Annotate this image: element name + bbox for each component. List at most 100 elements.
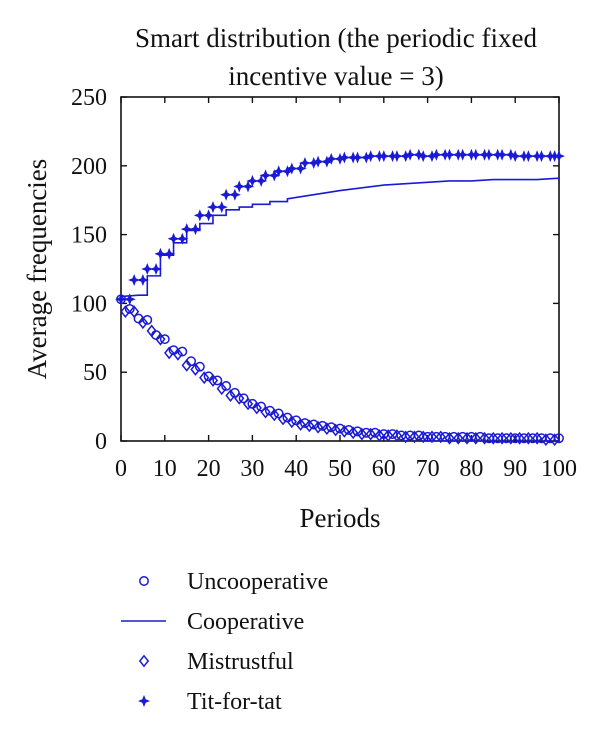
data-point-mistrustful	[286, 415, 297, 429]
data-point-mistrustful	[164, 346, 175, 360]
data-point-tit-for-tat	[456, 148, 469, 161]
data-point-tit-for-tat	[193, 209, 206, 222]
data-point-mistrustful	[190, 363, 201, 376]
data-point-mistrustful	[514, 431, 525, 445]
data-point-mistrustful	[242, 397, 254, 411]
data-point-mistrustful	[418, 430, 429, 444]
data-point-tit-for-tat	[522, 150, 535, 163]
data-point-mistrustful	[356, 427, 368, 441]
data-point-mistrustful	[260, 405, 271, 419]
data-point-tit-for-tat	[114, 293, 128, 306]
data-point-mistrustful	[400, 430, 411, 444]
data-point-tit-for-tat	[228, 188, 241, 201]
legend-swatch-tit-for-tat	[137, 694, 151, 708]
data-point-mistrustful	[225, 389, 236, 402]
data-point-mistrustful	[137, 316, 149, 330]
y-tick-label: 50	[83, 360, 107, 386]
data-point-mistrustful	[488, 431, 499, 445]
x-tick-label: 70	[416, 456, 440, 482]
data-point-tit-for-tat	[535, 150, 548, 163]
data-point-tit-for-tat	[215, 201, 228, 214]
data-point-tit-for-tat	[268, 169, 281, 182]
data-point-mistrustful	[365, 427, 376, 441]
data-point-mistrustful	[295, 418, 306, 431]
data-point-tit-for-tat	[285, 162, 298, 175]
data-point-mistrustful	[496, 431, 508, 445]
data-point-mistrustful	[409, 430, 420, 444]
data-point-tit-for-tat	[482, 148, 495, 161]
chart-title-line-1: Smart distribution (the periodic fixed	[135, 23, 537, 53]
data-point-tit-for-tat	[469, 148, 482, 161]
x-tick-label: 80	[459, 456, 483, 482]
y-tick-label: 150	[71, 223, 107, 249]
data-point-mistrustful	[304, 419, 315, 433]
data-point-mistrustful	[479, 431, 490, 445]
data-point-tit-for-tat	[298, 157, 311, 170]
legend-label-cooperative: Cooperative	[187, 609, 304, 635]
data-point-mistrustful	[321, 422, 332, 436]
data-point-tit-for-tat	[496, 148, 509, 161]
data-point-uncooperative	[212, 375, 223, 386]
data-point-tit-for-tat	[294, 162, 307, 175]
data-point-mistrustful	[540, 433, 551, 447]
data-point-tit-for-tat	[220, 188, 233, 201]
legend-swatch-uncooperative	[139, 576, 149, 586]
data-point-mistrustful	[199, 371, 210, 385]
x-tick-label: 100	[541, 456, 577, 482]
data-point-tit-for-tat	[176, 232, 189, 245]
x-axis-label: Periods	[300, 503, 381, 533]
x-tick-label: 90	[503, 456, 527, 482]
legend-label-mistrustful: Mistrustful	[187, 649, 294, 675]
data-point-tit-for-tat	[338, 151, 351, 164]
data-point-uncooperative	[554, 433, 564, 444]
data-point-uncooperative	[221, 381, 232, 391]
data-point-tit-for-tat	[325, 152, 338, 165]
series-cooperative	[120, 177, 560, 298]
data-point-tit-for-tat	[443, 148, 456, 161]
data-point-tit-for-tat	[206, 201, 219, 214]
y-tick-label: 200	[71, 154, 107, 180]
data-point-uncooperative	[159, 334, 170, 345]
data-point-tit-for-tat	[255, 174, 268, 187]
data-point-tit-for-tat	[163, 247, 176, 260]
data-point-mistrustful	[155, 332, 166, 346]
axis-ticks: 0 10 20 30 40 50 60 70 80 90 100 0 50 100 150 200 250	[71, 85, 577, 482]
data-point-tit-for-tat	[504, 148, 517, 161]
data-point-tit-for-tat	[189, 223, 202, 236]
data-point-tit-for-tat	[509, 150, 522, 163]
data-point-tit-for-tat	[312, 155, 325, 168]
series-tit-for-tat	[114, 148, 566, 306]
data-point-mistrustful	[181, 358, 192, 372]
data-point-uncooperative	[177, 346, 188, 357]
series-mistrustful	[120, 305, 560, 447]
data-point-mistrustful	[391, 429, 403, 442]
x-tick-label: 40	[284, 456, 308, 482]
data-point-tit-for-tat	[128, 274, 141, 287]
y-tick-label: 0	[95, 429, 107, 455]
y-axis-label: Average frequencies	[22, 159, 52, 380]
data-point-mistrustful	[146, 324, 157, 338]
data-point-mistrustful	[172, 347, 184, 361]
data-point-tit-for-tat	[242, 180, 255, 193]
data-point-mistrustful	[383, 429, 394, 442]
data-point-tit-for-tat	[377, 150, 390, 163]
data-point-mistrustful	[312, 420, 324, 434]
series-line-cooperative	[120, 177, 560, 298]
data-point-tit-for-tat	[364, 150, 377, 163]
data-point-tit-for-tat	[412, 148, 425, 161]
data-point-tit-for-tat	[180, 223, 193, 236]
data-point-tit-for-tat	[430, 148, 443, 161]
data-point-mistrustful	[461, 431, 473, 445]
data-point-tit-for-tat	[202, 209, 215, 222]
data-point-uncooperative	[194, 361, 205, 372]
data-point-mistrustful	[339, 424, 350, 438]
data-point-mistrustful	[470, 431, 481, 445]
data-point-tit-for-tat	[351, 151, 364, 164]
x-tick-label: 20	[197, 456, 221, 482]
data-point-mistrustful	[531, 431, 543, 445]
x-tick-label: 10	[153, 456, 177, 482]
data-point-mistrustful	[523, 431, 534, 445]
data-point-tit-for-tat	[272, 165, 285, 178]
data-point-mistrustful	[269, 408, 280, 422]
